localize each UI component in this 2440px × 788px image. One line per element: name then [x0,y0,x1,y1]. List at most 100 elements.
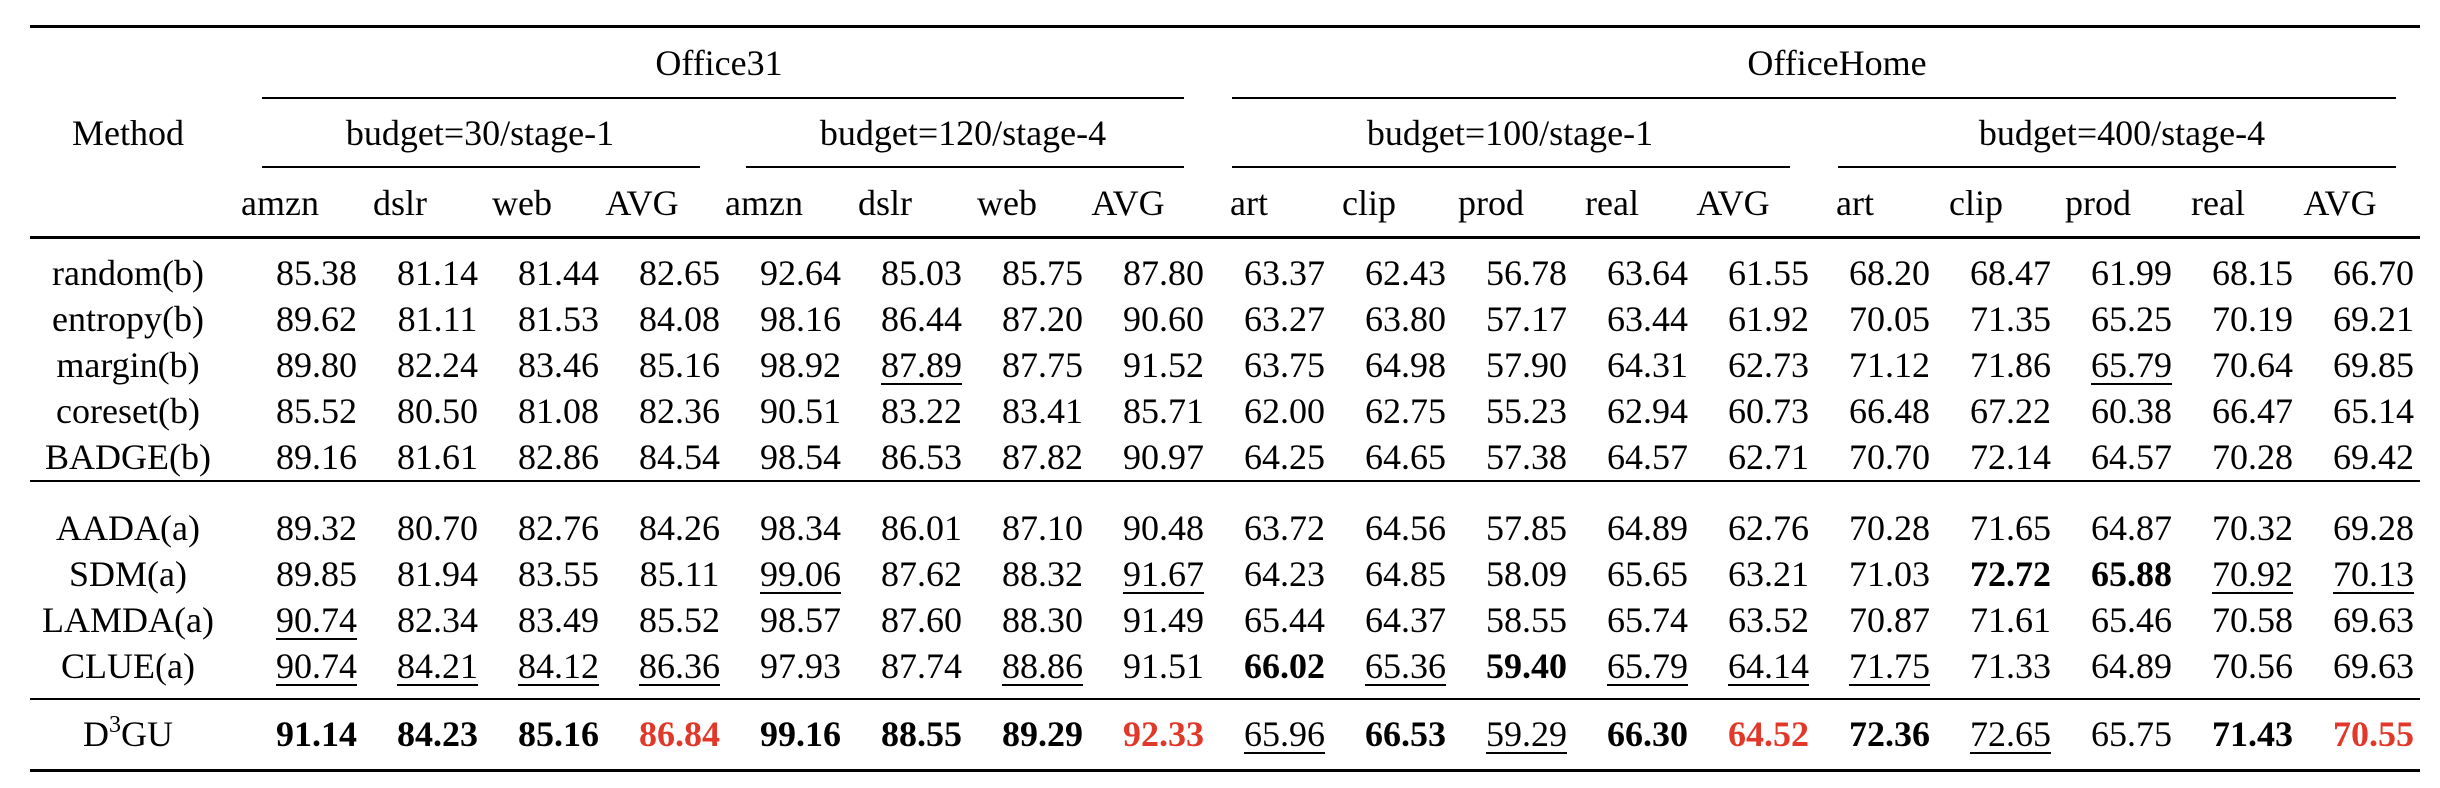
table-cell: 84.23 [377,711,498,757]
cell-value: 88.86 [1002,646,1083,686]
table-cell: 85.75 [982,250,1103,296]
cell-value: 87.10 [1002,508,1083,548]
cell-value: 80.50 [397,391,478,431]
table-cell: 87.62 [861,551,982,597]
cell-value: 65.75 [2091,714,2172,754]
table-cell: 90.51 [740,388,861,434]
table-row: AADA(a) 89.32 80.70 82.76 84.26 98.34 86.01 87.… [0,505,2434,551]
table-cell: 65.75 [2071,711,2192,757]
cell-value: 91.67 [1123,554,1204,594]
table-cell: 64.52 [1708,711,1829,757]
table-cell: 70.19 [2192,296,2313,342]
cell-value: 85.16 [639,345,720,385]
table-cell: 65.79 [1587,643,1708,689]
column-header: AVG [2303,183,2377,223]
table-cell: 81.11 [377,296,498,342]
cell-value: 64.37 [1365,600,1446,640]
table-cell: 98.92 [740,342,861,388]
table-row: entropy(b) 89.62 81.11 81.53 84.08 98.16 86.44… [0,296,2434,342]
table-cell: 81.94 [377,551,498,597]
table-cell: 66.47 [2192,388,2313,434]
cell-value: 65.36 [1365,646,1446,686]
table-cell: 64.65 [1345,434,1466,480]
method-name: AADA(a) [56,508,200,548]
budget-underline [1232,166,1790,168]
table-cell: 55.23 [1466,388,1587,434]
cell-value: 72.65 [1970,714,2051,754]
table-cell: 63.52 [1708,597,1829,643]
cell-value: 63.52 [1728,600,1809,640]
cell-value: 86.36 [639,646,720,686]
table-cell: 81.44 [498,250,619,296]
table-cell: 85.11 [619,551,740,597]
cell-value: 80.70 [397,508,478,548]
table-cell: 70.55 [2313,711,2434,757]
table-cell: 82.65 [619,250,740,296]
cell-value: 70.05 [1849,299,1930,339]
table-cell: 62.73 [1708,342,1829,388]
table-cell: 66.53 [1345,711,1466,757]
method-name: SDM(a) [69,554,187,594]
cell-value: 65.74 [1607,600,1688,640]
cell-value: 70.92 [2212,554,2293,594]
cell-value: 64.57 [1607,437,1688,477]
cell-value: 85.11 [639,554,720,594]
table-row: coreset(b) 85.52 80.50 81.08 82.36 90.51 83.22… [0,388,2434,434]
table-cell: 65.25 [2071,296,2192,342]
cell-value: 90.51 [760,391,841,431]
table-cell: 64.31 [1587,342,1708,388]
cell-value: 64.25 [1244,437,1325,477]
table-cell: 81.53 [498,296,619,342]
cell-value: 61.92 [1728,299,1809,339]
cell-value: 87.60 [881,600,962,640]
group-rule [30,480,2420,482]
table-cell: 81.08 [498,388,619,434]
dataset-underline [262,97,1184,99]
cell-value: 67.22 [1970,391,2051,431]
cell-value: 82.76 [518,508,599,548]
cell-value: 81.08 [518,391,599,431]
cell-value: 71.75 [1849,646,1930,686]
cell-value: 64.23 [1244,554,1325,594]
cell-value: 84.08 [639,299,720,339]
cell-value: 62.76 [1728,508,1809,548]
table-cell: 92.64 [740,250,861,296]
table-cell: 65.65 [1587,551,1708,597]
table-cell: 87.60 [861,597,982,643]
cell-value: 81.11 [397,299,478,339]
cell-value: 70.13 [2333,554,2414,594]
table-cell: 81.61 [377,434,498,480]
cell-value: 57.85 [1486,508,1567,548]
table-cell: 70.92 [2192,551,2313,597]
table-cell: 57.85 [1466,505,1587,551]
cell-value: 71.65 [1970,508,2051,548]
table-cell: 71.12 [1829,342,1950,388]
cell-value: 85.71 [1123,391,1204,431]
cell-value: 65.96 [1244,714,1325,754]
cell-value: 70.87 [1849,600,1930,640]
table-cell: 90.97 [1103,434,1224,480]
cell-value: 57.38 [1486,437,1567,477]
table-cell: 87.80 [1103,250,1224,296]
table-cell: 62.94 [1587,388,1708,434]
table-cell: 57.17 [1466,296,1587,342]
cell-value: 92.64 [760,253,841,293]
cell-value: 84.26 [639,508,720,548]
budget-header: budget=400/stage-4 [1978,113,2266,153]
table-cell: 61.92 [1708,296,1829,342]
cell-value: 66.48 [1849,391,1930,431]
cell-value: 91.49 [1123,600,1204,640]
table-cell: 98.16 [740,296,861,342]
results-table-adaptation: AADA(a) 89.32 80.70 82.76 84.26 98.34 86.01 87.… [0,505,2434,689]
table-cell: 65.79 [2071,342,2192,388]
table-row: LAMDA(a) 90.74 82.34 83.49 85.52 98.57 87.60 88… [0,597,2434,643]
cell-value: 71.43 [2212,714,2293,754]
cell-value: 69.42 [2333,437,2414,477]
table-cell: 90.74 [256,597,377,643]
table-cell: 89.16 [256,434,377,480]
cell-value: 63.80 [1365,299,1446,339]
table-cell: 57.90 [1466,342,1587,388]
budget-header: budget=120/stage-4 [819,113,1107,153]
column-header: clip [1949,183,2003,223]
column-header: real [2191,183,2245,223]
